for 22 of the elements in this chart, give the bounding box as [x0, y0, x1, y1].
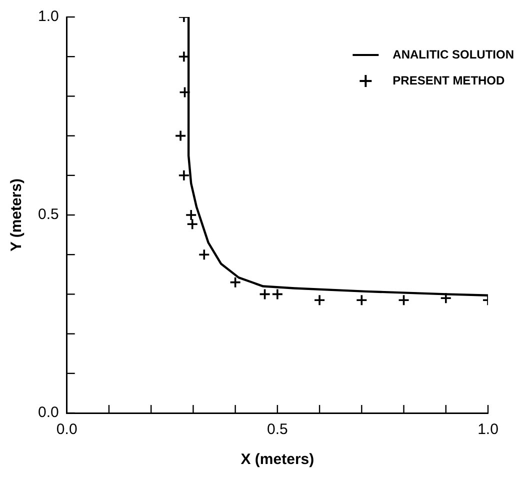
point [174, 130, 186, 142]
y-tick-label: 1.0 [38, 8, 59, 26]
point [229, 276, 242, 288]
y-axis-title: Y (meters) [8, 178, 26, 252]
y-tick-label: 0.5 [38, 206, 59, 224]
x-tick-label: 1.0 [478, 421, 498, 438]
point [186, 218, 198, 230]
point [198, 248, 210, 260]
point [272, 288, 284, 300]
point [178, 86, 191, 98]
x-tick-label: 0.0 [56, 421, 78, 438]
point [185, 209, 197, 221]
point [356, 294, 368, 306]
x-tick-label: 0.5 [266, 421, 288, 438]
point [398, 294, 410, 306]
x-axis-title: X (meters) [240, 451, 314, 468]
point [178, 170, 190, 182]
point [314, 294, 326, 306]
y-tick-label: 0.0 [38, 404, 59, 422]
point [258, 288, 271, 300]
legend-label: ANALITIC SOLUTION [392, 47, 514, 62]
legend-label: PRESENT METHOD [392, 73, 506, 88]
